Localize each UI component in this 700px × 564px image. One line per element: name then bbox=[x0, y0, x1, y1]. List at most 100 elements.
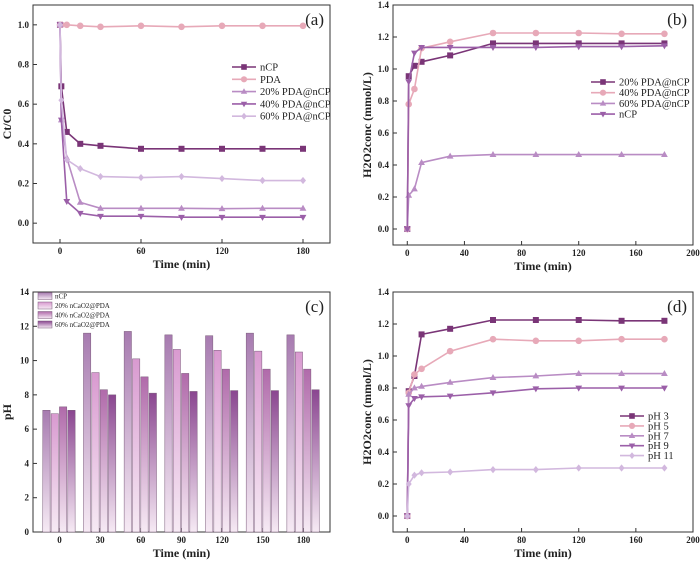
data-point bbox=[418, 382, 425, 389]
data-point bbox=[661, 370, 668, 376]
x-tick-label: 80 bbox=[517, 535, 527, 545]
data-point bbox=[490, 40, 496, 47]
legend-label: 60% PDA@nCP bbox=[260, 112, 331, 123]
data-point bbox=[77, 140, 84, 147]
data-point bbox=[532, 29, 540, 37]
data-point bbox=[618, 385, 625, 392]
series-line bbox=[406, 372, 665, 517]
data-point bbox=[418, 58, 425, 65]
data-point bbox=[137, 22, 145, 30]
data-point bbox=[259, 214, 266, 221]
y-tick-label: 0.0 bbox=[378, 224, 390, 234]
bar bbox=[311, 389, 320, 533]
data-point bbox=[618, 370, 625, 376]
series-line bbox=[406, 387, 665, 517]
series-20-pda-ncp bbox=[404, 40, 668, 232]
legend-marker bbox=[240, 101, 248, 108]
y-tick-label: 0.6 bbox=[18, 99, 30, 109]
x-tick-label: 40 bbox=[460, 248, 470, 258]
data-point bbox=[446, 393, 454, 400]
legend-label: pH 11 bbox=[648, 451, 674, 462]
panel-label: (b) bbox=[667, 10, 687, 29]
bar bbox=[262, 368, 271, 533]
bar bbox=[189, 391, 198, 533]
data-point bbox=[446, 45, 454, 51]
data-point bbox=[411, 185, 418, 192]
bar bbox=[99, 389, 108, 533]
data-point bbox=[63, 156, 70, 164]
x-axis-label: Time (min) bbox=[153, 257, 210, 271]
data-point bbox=[405, 403, 413, 410]
data-point bbox=[618, 335, 625, 343]
data-point bbox=[418, 469, 425, 477]
data-point bbox=[299, 214, 307, 221]
y-tick-label: 0.6 bbox=[378, 415, 390, 425]
legend-marker bbox=[599, 89, 607, 96]
legend-label: 20% nCaO2@PDA bbox=[55, 302, 110, 310]
y-tick-label: 0.4 bbox=[378, 160, 390, 170]
data-point bbox=[489, 151, 497, 157]
series-ncp bbox=[403, 43, 668, 233]
y-tick-label: 12 bbox=[20, 321, 30, 331]
series-line bbox=[406, 319, 665, 517]
x-tick-label: 180 bbox=[297, 535, 311, 545]
x-tick-label: 0 bbox=[57, 535, 62, 545]
panel-c: 0 2 4 6 8 10 12 14 0 30 60 90 120 150 180 Time (min) pH (… bbox=[0, 287, 331, 560]
y-tick-label: 0 bbox=[25, 527, 30, 537]
bar bbox=[230, 390, 239, 533]
x-axis-label: Time (min) bbox=[514, 546, 571, 560]
data-point bbox=[446, 378, 454, 385]
x-tick-label: 120 bbox=[215, 535, 229, 545]
x-tick-label: 0 bbox=[405, 535, 410, 545]
y-tick-label: 14 bbox=[20, 287, 30, 297]
x-tick-label: 120 bbox=[572, 535, 586, 545]
data-point bbox=[300, 145, 306, 152]
data-point bbox=[411, 396, 418, 402]
bar bbox=[108, 394, 117, 533]
bar bbox=[181, 373, 190, 533]
bar bbox=[91, 372, 100, 533]
panel-label: (c) bbox=[305, 297, 324, 316]
legend-label: PDA bbox=[260, 75, 281, 86]
data-point bbox=[411, 471, 418, 479]
y-tick-label: 1.0 bbox=[18, 20, 30, 30]
y-tick-label: 0.2 bbox=[378, 479, 390, 489]
data-point bbox=[299, 22, 307, 30]
x-tick-label: 150 bbox=[256, 535, 270, 545]
data-point bbox=[63, 128, 70, 135]
data-point bbox=[259, 176, 266, 185]
legend-label: 20% PDA@nCP bbox=[260, 87, 331, 98]
data-point bbox=[490, 466, 496, 474]
legend-marker bbox=[629, 452, 635, 459]
series-ph-11 bbox=[404, 464, 668, 520]
plot-frame bbox=[392, 291, 694, 533]
legend-label: 40% PDA@nCP bbox=[260, 99, 331, 110]
y-tick-label: 10 bbox=[20, 356, 30, 366]
bar bbox=[172, 349, 181, 533]
data-point bbox=[411, 371, 418, 378]
legend-label: nCP bbox=[260, 63, 278, 74]
x-axis-label: Time (min) bbox=[514, 259, 571, 273]
bar bbox=[221, 368, 230, 533]
data-point bbox=[575, 40, 582, 47]
data-point bbox=[137, 213, 145, 220]
y-tick-label: 1.2 bbox=[378, 319, 390, 329]
data-point bbox=[661, 317, 668, 324]
bar bbox=[286, 334, 295, 533]
y-tick-label: 4 bbox=[25, 458, 30, 468]
x-tick-label: 30 bbox=[96, 535, 106, 545]
panel-label: (d) bbox=[667, 297, 687, 316]
y-tick-label: 0.8 bbox=[378, 383, 390, 393]
data-point bbox=[259, 145, 266, 152]
data-point bbox=[446, 347, 454, 355]
data-point bbox=[97, 23, 104, 31]
data-point bbox=[661, 151, 668, 157]
data-point bbox=[532, 151, 540, 157]
data-point bbox=[490, 317, 496, 323]
data-point bbox=[447, 325, 454, 332]
data-point bbox=[618, 40, 625, 47]
legend-marker bbox=[241, 112, 247, 120]
bar bbox=[294, 351, 303, 533]
x-tick-label: 90 bbox=[177, 535, 187, 545]
data-point bbox=[259, 22, 266, 30]
